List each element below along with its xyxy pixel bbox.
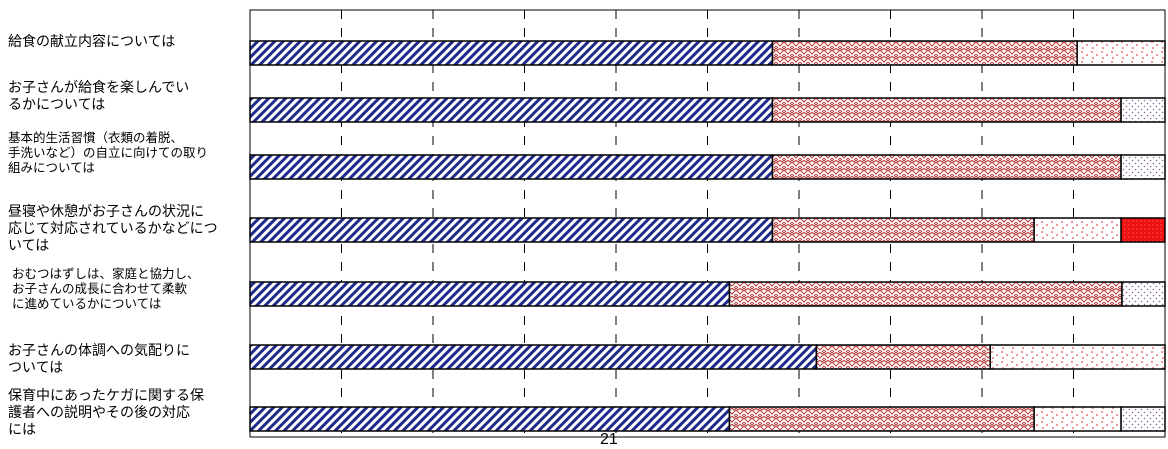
bar-segment-4-series-4 <box>1120 217 1166 243</box>
category-label-line: 基本的生活習慣（衣類の着脱、 <box>8 131 184 145</box>
bar-segment-4-series-3 <box>1033 217 1122 243</box>
bar-segment-4-series-1 <box>249 217 774 243</box>
bar-segment-6-series-3 <box>989 344 1166 370</box>
category-label-line: るかについては <box>8 96 106 112</box>
bar-segment-1-series-1 <box>249 40 774 66</box>
category-label-4: 昼寝や休憩がお子さんの状況に 応じて対応されているかなどにつ いては <box>8 203 218 254</box>
category-label-7: 保育中にあったケガに関する保 護者への説明やその後の対応 には <box>8 387 204 438</box>
bar-segment-1-series-2 <box>771 40 1078 66</box>
category-label-line: お子さんの体調への気配りに <box>8 342 190 358</box>
category-label-line: 手洗いなど）の自立に向けての取り <box>8 146 209 160</box>
bar-segment-7-series-1 <box>249 406 731 432</box>
bar-segment-1-series-3 <box>1076 40 1166 66</box>
category-label-line: ついては <box>8 359 64 375</box>
category-label-3: 基本的生活習慣（衣類の着脱、 手洗いなど）の自立に向けての取り 組みについては <box>8 131 208 176</box>
page-number: 21 <box>600 431 618 448</box>
bar-segment-3-series-2 <box>771 154 1122 180</box>
category-label-line: 応じて対応されているかなどにつ <box>8 220 218 236</box>
category-label-5: おむつはずしは、家庭と協力し、 お子さんの成長に合わせて柔軟 に進めているかについて… <box>12 267 200 312</box>
category-label-line: お子さんの成長に合わせて柔軟 <box>12 282 188 296</box>
bar-segment-4-series-2 <box>771 217 1035 243</box>
category-label-line: 保育中にあったケガに関する保 <box>8 387 204 403</box>
category-label-line: 給食の献立内容については <box>8 33 176 49</box>
bar-segment-2-series-2 <box>771 97 1122 123</box>
bar-segment-3-series-5 <box>1120 154 1166 180</box>
bar-segment-5-series-2 <box>728 281 1123 307</box>
category-label-2: お子さんが給食を楽しんでい るかについては <box>8 79 189 113</box>
category-label-line: おむつはずしは、家庭と協力し、 <box>12 267 200 281</box>
bar-segment-2-series-5 <box>1120 97 1166 123</box>
category-label-line: 組みについては <box>8 161 95 175</box>
category-label-1: 給食の献立内容については <box>8 33 175 50</box>
bar-segment-3-series-1 <box>249 154 774 180</box>
category-label-line: お子さんが給食を楽しんでい <box>8 79 190 95</box>
bar-segment-5-series-1 <box>249 281 731 307</box>
bar-segment-5-series-5 <box>1121 281 1166 307</box>
bar-segment-7-series-2 <box>728 406 1035 432</box>
bar-segment-6-series-1 <box>249 344 818 370</box>
category-label-line: 護者への説明やその後の対応 <box>8 404 190 420</box>
bar-segment-6-series-2 <box>815 344 991 370</box>
category-label-line: に進めているかについては <box>12 297 162 311</box>
bar-segment-2-series-1 <box>249 97 774 123</box>
category-label-line: 昼寝や休憩がお子さんの状況に <box>8 203 204 219</box>
category-label-line: には <box>8 421 36 437</box>
category-label-line: いては <box>8 237 50 253</box>
bar-segment-7-series-3 <box>1033 406 1122 432</box>
bar-segment-7-series-5 <box>1120 406 1166 432</box>
category-label-6: お子さんの体調への気配りに ついては <box>8 342 190 376</box>
